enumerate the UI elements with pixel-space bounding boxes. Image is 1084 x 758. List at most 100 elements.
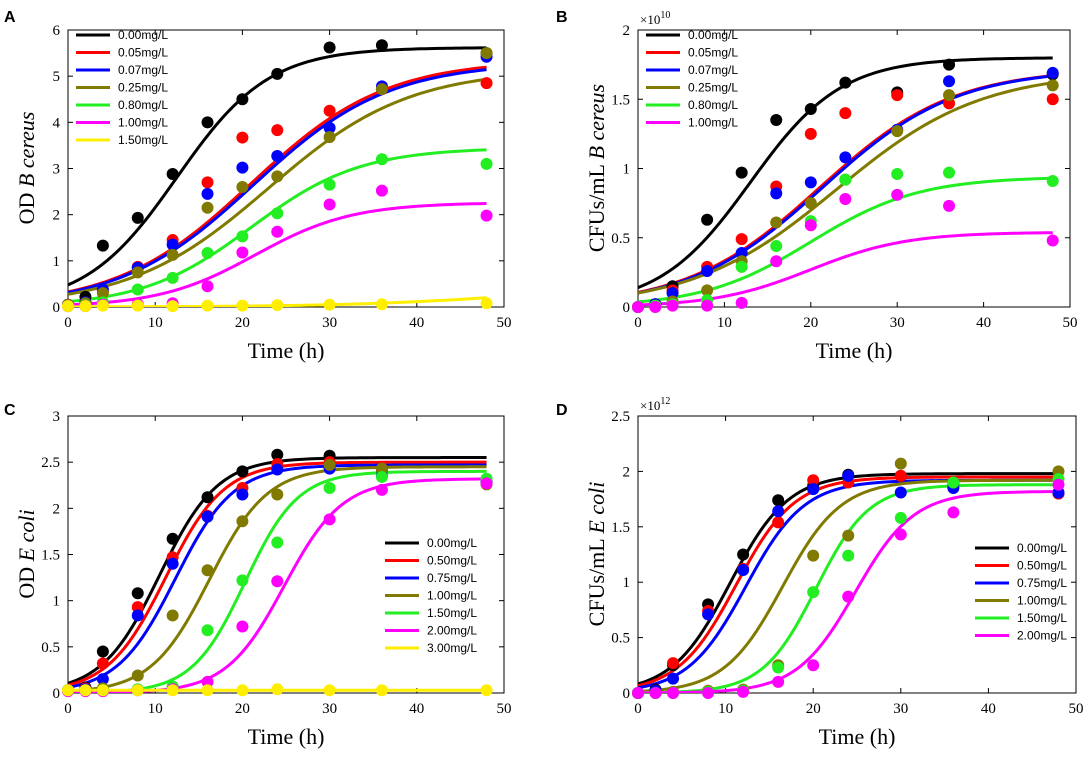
x-axis-label: Time (h) (248, 724, 325, 749)
y-tick-label: 3 (53, 162, 61, 178)
legend-label: 3.00mg/L (427, 641, 477, 655)
data-point (943, 75, 956, 88)
data-point (894, 457, 907, 470)
data-point (323, 513, 336, 526)
panel-letter-c: C (4, 402, 16, 419)
data-point (375, 684, 388, 697)
data-point (323, 198, 336, 211)
chart-panel-c: 0 10 20 30 40 50 0 0.5 1 1.5 2 2.5 3 Time (h) OD E col… (14, 409, 512, 749)
data-point (702, 687, 715, 699)
y-tick-label: 6 (53, 23, 61, 39)
legend-label: 0.75mg/L (427, 571, 477, 585)
data-point (807, 474, 820, 487)
legend-label: 0.07mg/L (118, 63, 168, 77)
data-point (96, 684, 109, 697)
y-tick-label: 2.5 (41, 455, 60, 471)
data-point (236, 515, 249, 528)
data-point (480, 209, 493, 222)
data-point (236, 684, 249, 697)
data-point (236, 246, 249, 259)
data-point (480, 157, 493, 170)
data-point (891, 89, 904, 102)
panel-letter-b: B (556, 9, 568, 26)
data-point (131, 299, 144, 312)
legend-label: 2.00mg/L (427, 624, 477, 638)
data-point (131, 609, 144, 622)
data-point (62, 300, 74, 313)
x-tick-label: 0 (634, 701, 642, 717)
data-point (201, 280, 214, 293)
y-axis-label: OD E coli (14, 509, 39, 598)
data-point (131, 684, 144, 697)
data-point (96, 645, 109, 658)
data-point (62, 684, 74, 697)
legend-label: 2.00mg/L (1017, 629, 1067, 643)
data-point (96, 239, 109, 252)
x-tick-label: 40 (409, 701, 424, 717)
data-point (201, 564, 214, 577)
data-point (96, 673, 109, 686)
data-point (236, 465, 249, 478)
x-tick-label: 50 (1063, 315, 1078, 331)
data-point (323, 178, 336, 191)
legend-label: 1.00mg/L (688, 116, 738, 130)
data-point (772, 505, 785, 518)
data-point (323, 482, 336, 495)
legend: 0.00mg/L 0.05mg/L 0.07mg/L 0.25mg/L 0.80mg/L… (646, 28, 738, 130)
y-tick-label: 1 (53, 594, 61, 610)
data-point (947, 476, 960, 489)
x-tick-label: 50 (1069, 701, 1084, 717)
y-axis-label-prefix: CFUs/mL (584, 534, 609, 627)
data-point (201, 491, 214, 504)
data-point (96, 287, 109, 300)
data-point (271, 683, 284, 696)
data-point (804, 102, 817, 115)
data-point (804, 176, 817, 189)
legend: 0.00mg/L 0.50mg/L 0.75mg/L 1.00mg/L 1.50mg/L… (975, 541, 1067, 643)
data-point (701, 299, 714, 312)
legend-label: 0.50mg/L (427, 554, 477, 568)
data-point (166, 532, 179, 545)
data-point (737, 564, 750, 577)
data-point (735, 233, 748, 246)
legend-label: 0.00mg/L (427, 536, 477, 550)
data-point (1046, 93, 1059, 106)
data-point (271, 575, 284, 588)
y-tick-label: 0 (53, 300, 61, 316)
y-tick-label: 4 (53, 115, 61, 131)
data-point (943, 199, 956, 212)
data-point (839, 151, 852, 164)
data-point (201, 299, 214, 312)
fit-curve-1-50mg-L (638, 483, 1059, 693)
x-axis-label: Time (h) (816, 338, 893, 363)
data-point (943, 89, 956, 102)
data-point (271, 150, 284, 163)
y-tick-label: 2 (53, 208, 61, 224)
data-point (236, 93, 249, 106)
data-point (667, 672, 680, 685)
data-point (666, 287, 679, 300)
data-point (772, 661, 785, 674)
data-point (323, 41, 336, 54)
data-point (271, 67, 284, 80)
data-point (842, 590, 855, 603)
data-point (271, 536, 284, 549)
data-point (891, 168, 904, 181)
y-exponent-label: ×1010 (640, 10, 670, 27)
y-tick-label: 1 (623, 575, 631, 591)
data-point (201, 624, 214, 637)
fit-curve-0-00mg-L (638, 472, 1059, 686)
data-point (480, 77, 493, 90)
data-point (201, 201, 214, 214)
panel-letter-a: A (4, 9, 16, 26)
legend-label: 0.25mg/L (688, 81, 738, 95)
data-point (807, 659, 820, 672)
legend-label: 1.00mg/L (427, 589, 477, 603)
data-point (649, 687, 662, 699)
y-axis-label-species: E coli (14, 509, 39, 562)
data-point (131, 601, 144, 614)
data-point (236, 299, 249, 312)
data-point (131, 587, 144, 600)
data-point (323, 298, 336, 311)
